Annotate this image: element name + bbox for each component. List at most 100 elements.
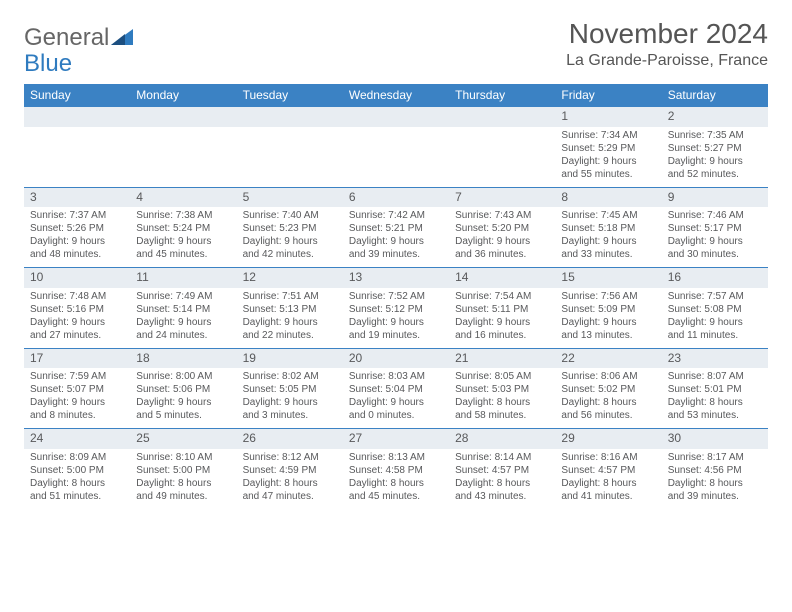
day-cell: 19Sunrise: 8:02 AMSunset: 5:05 PMDayligh… <box>237 348 343 429</box>
daylight-line: Daylight: 9 hours and 36 minutes. <box>455 235 549 261</box>
sunrise-line: Sunrise: 8:10 AM <box>136 451 230 464</box>
day-number: 20 <box>343 349 449 369</box>
sunrise-line: Sunrise: 7:57 AM <box>668 290 762 303</box>
daylight-line: Daylight: 9 hours and 16 minutes. <box>455 316 549 342</box>
day-data: Sunrise: 8:05 AMSunset: 5:03 PMDaylight:… <box>449 368 555 428</box>
day-cell: 27Sunrise: 8:13 AMSunset: 4:58 PMDayligh… <box>343 429 449 509</box>
day-data: Sunrise: 7:45 AMSunset: 5:18 PMDaylight:… <box>555 207 661 267</box>
day-data: Sunrise: 7:46 AMSunset: 5:17 PMDaylight:… <box>662 207 768 267</box>
day-data: Sunrise: 7:49 AMSunset: 5:14 PMDaylight:… <box>130 288 236 348</box>
daylight-line: Daylight: 9 hours and 30 minutes. <box>668 235 762 261</box>
sunrise-line: Sunrise: 7:56 AM <box>561 290 655 303</box>
daylight-line: Daylight: 9 hours and 39 minutes. <box>349 235 443 261</box>
sunset-line: Sunset: 5:02 PM <box>561 383 655 396</box>
sunset-line: Sunset: 4:59 PM <box>243 464 337 477</box>
day-cell: 1Sunrise: 7:34 AMSunset: 5:29 PMDaylight… <box>555 107 661 188</box>
daylight-line: Daylight: 9 hours and 52 minutes. <box>668 155 762 181</box>
sunrise-line: Sunrise: 7:45 AM <box>561 209 655 222</box>
day-cell: 11Sunrise: 7:49 AMSunset: 5:14 PMDayligh… <box>130 268 236 349</box>
sunset-line: Sunset: 4:58 PM <box>349 464 443 477</box>
sunset-line: Sunset: 5:00 PM <box>136 464 230 477</box>
location: La Grande-Paroisse, France <box>566 52 768 70</box>
day-number: 16 <box>662 268 768 288</box>
day-number <box>130 107 236 127</box>
day-number: 18 <box>130 349 236 369</box>
logo-text-general: General <box>24 24 109 52</box>
day-cell: 7Sunrise: 7:43 AMSunset: 5:20 PMDaylight… <box>449 187 555 268</box>
title-block: November 2024 La Grande-Paroisse, France <box>566 18 768 70</box>
sunset-line: Sunset: 5:20 PM <box>455 222 549 235</box>
day-number: 24 <box>24 429 130 449</box>
daylight-line: Daylight: 9 hours and 5 minutes. <box>136 396 230 422</box>
sunrise-line: Sunrise: 7:43 AM <box>455 209 549 222</box>
day-data: Sunrise: 7:34 AMSunset: 5:29 PMDaylight:… <box>555 127 661 187</box>
month-title: November 2024 <box>566 18 768 50</box>
daylight-line: Daylight: 8 hours and 45 minutes. <box>349 477 443 503</box>
daylight-line: Daylight: 9 hours and 11 minutes. <box>668 316 762 342</box>
day-data: Sunrise: 8:10 AMSunset: 5:00 PMDaylight:… <box>130 449 236 509</box>
daylight-line: Daylight: 8 hours and 49 minutes. <box>136 477 230 503</box>
daylight-line: Daylight: 9 hours and 27 minutes. <box>30 316 124 342</box>
day-data: Sunrise: 7:59 AMSunset: 5:07 PMDaylight:… <box>24 368 130 428</box>
sunset-line: Sunset: 5:18 PM <box>561 222 655 235</box>
sunrise-line: Sunrise: 7:37 AM <box>30 209 124 222</box>
sunrise-line: Sunrise: 8:16 AM <box>561 451 655 464</box>
day-number: 9 <box>662 188 768 208</box>
day-cell: 6Sunrise: 7:42 AMSunset: 5:21 PMDaylight… <box>343 187 449 268</box>
day-number: 29 <box>555 429 661 449</box>
day-data: Sunrise: 8:06 AMSunset: 5:02 PMDaylight:… <box>555 368 661 428</box>
day-number: 3 <box>24 188 130 208</box>
week-row: 17Sunrise: 7:59 AMSunset: 5:07 PMDayligh… <box>24 348 768 429</box>
day-data: Sunrise: 8:00 AMSunset: 5:06 PMDaylight:… <box>130 368 236 428</box>
day-number: 12 <box>237 268 343 288</box>
sunset-line: Sunset: 4:57 PM <box>455 464 549 477</box>
day-cell: 8Sunrise: 7:45 AMSunset: 5:18 PMDaylight… <box>555 187 661 268</box>
sunset-line: Sunset: 5:09 PM <box>561 303 655 316</box>
day-number: 19 <box>237 349 343 369</box>
day-data: Sunrise: 7:35 AMSunset: 5:27 PMDaylight:… <box>662 127 768 187</box>
day-cell <box>130 107 236 188</box>
day-data: Sunrise: 8:02 AMSunset: 5:05 PMDaylight:… <box>237 368 343 428</box>
sunrise-line: Sunrise: 7:40 AM <box>243 209 337 222</box>
sunrise-line: Sunrise: 7:59 AM <box>30 370 124 383</box>
day-data: Sunrise: 8:09 AMSunset: 5:00 PMDaylight:… <box>24 449 130 509</box>
sunset-line: Sunset: 5:27 PM <box>668 142 762 155</box>
sunrise-line: Sunrise: 8:06 AM <box>561 370 655 383</box>
sunset-line: Sunset: 5:12 PM <box>349 303 443 316</box>
day-data: Sunrise: 7:56 AMSunset: 5:09 PMDaylight:… <box>555 288 661 348</box>
sunset-line: Sunset: 5:04 PM <box>349 383 443 396</box>
day-data: Sunrise: 7:38 AMSunset: 5:24 PMDaylight:… <box>130 207 236 267</box>
logo-text-blue: Blue <box>24 50 104 78</box>
day-data: Sunrise: 7:37 AMSunset: 5:26 PMDaylight:… <box>24 207 130 267</box>
daylight-line: Daylight: 9 hours and 0 minutes. <box>349 396 443 422</box>
daylight-line: Daylight: 9 hours and 8 minutes. <box>30 396 124 422</box>
sunrise-line: Sunrise: 7:38 AM <box>136 209 230 222</box>
day-cell: 28Sunrise: 8:14 AMSunset: 4:57 PMDayligh… <box>449 429 555 509</box>
daylight-line: Daylight: 8 hours and 53 minutes. <box>668 396 762 422</box>
day-number: 1 <box>555 107 661 127</box>
logo: General <box>24 24 135 52</box>
day-cell <box>237 107 343 188</box>
daylight-line: Daylight: 8 hours and 39 minutes. <box>668 477 762 503</box>
day-cell: 12Sunrise: 7:51 AMSunset: 5:13 PMDayligh… <box>237 268 343 349</box>
day-cell: 2Sunrise: 7:35 AMSunset: 5:27 PMDaylight… <box>662 107 768 188</box>
day-cell: 4Sunrise: 7:38 AMSunset: 5:24 PMDaylight… <box>130 187 236 268</box>
day-cell: 10Sunrise: 7:48 AMSunset: 5:16 PMDayligh… <box>24 268 130 349</box>
sunrise-line: Sunrise: 7:54 AM <box>455 290 549 303</box>
sunrise-line: Sunrise: 8:07 AM <box>668 370 762 383</box>
day-data <box>343 127 449 135</box>
daylight-line: Daylight: 9 hours and 45 minutes. <box>136 235 230 261</box>
day-number: 11 <box>130 268 236 288</box>
day-cell: 30Sunrise: 8:17 AMSunset: 4:56 PMDayligh… <box>662 429 768 509</box>
weekday-header: Thursday <box>449 84 555 107</box>
day-data: Sunrise: 7:43 AMSunset: 5:20 PMDaylight:… <box>449 207 555 267</box>
sunrise-line: Sunrise: 7:51 AM <box>243 290 337 303</box>
daylight-line: Daylight: 8 hours and 47 minutes. <box>243 477 337 503</box>
sunset-line: Sunset: 5:03 PM <box>455 383 549 396</box>
weekday-header: Sunday <box>24 84 130 107</box>
day-cell: 22Sunrise: 8:06 AMSunset: 5:02 PMDayligh… <box>555 348 661 429</box>
daylight-line: Daylight: 9 hours and 24 minutes. <box>136 316 230 342</box>
day-cell: 21Sunrise: 8:05 AMSunset: 5:03 PMDayligh… <box>449 348 555 429</box>
sunset-line: Sunset: 5:21 PM <box>349 222 443 235</box>
sunset-line: Sunset: 5:29 PM <box>561 142 655 155</box>
